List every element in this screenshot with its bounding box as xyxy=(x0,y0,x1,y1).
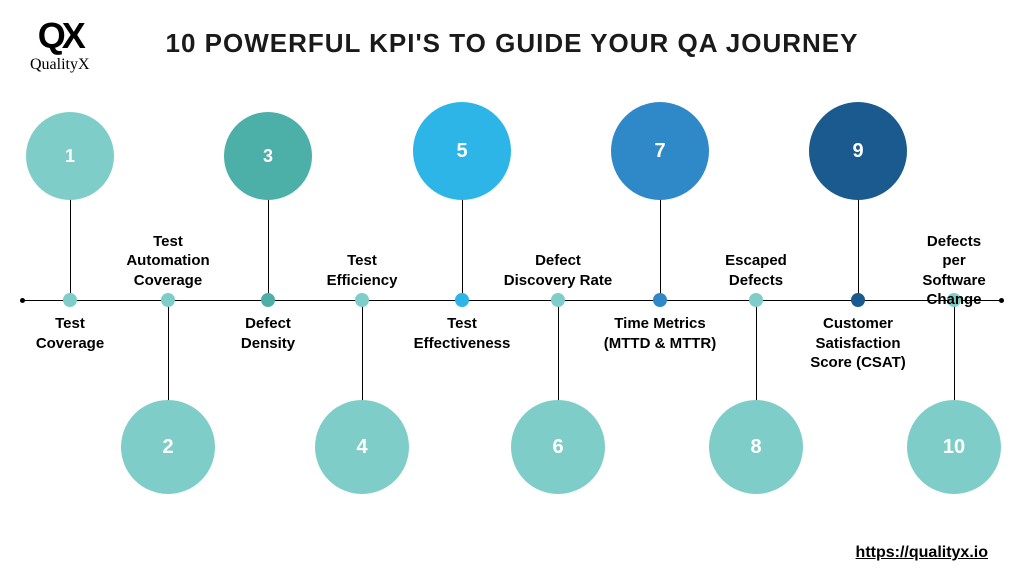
kpi-node: 9 xyxy=(809,102,907,200)
kpi-label: Customer Satisfaction Score (CSAT) xyxy=(810,314,906,373)
kpi-number: 10 xyxy=(943,436,965,459)
kpi-node: 3 xyxy=(224,112,312,200)
kpi-number: 3 xyxy=(263,146,273,167)
kpi-number: 2 xyxy=(162,436,173,459)
kpi-node: 4 xyxy=(315,400,409,494)
kpi-label: Test Coverage xyxy=(36,314,104,353)
kpi-number: 7 xyxy=(654,140,665,163)
page-title: 10 POWERFUL KPI'S TO GUIDE YOUR QA JOURN… xyxy=(0,28,1024,59)
kpi-label: Time Metrics (MTTD & MTTR) xyxy=(604,314,716,353)
axis-dot xyxy=(653,293,667,307)
kpi-number: 1 xyxy=(65,146,75,167)
kpi-label: Test Effectiveness xyxy=(414,314,511,353)
kpi-label: Escaped Defects xyxy=(725,251,787,290)
kpi-number: 9 xyxy=(852,140,863,163)
kpi-number: 5 xyxy=(456,140,467,163)
kpi-number: 4 xyxy=(356,436,367,459)
axis-dot xyxy=(355,293,369,307)
kpi-number: 6 xyxy=(552,436,563,459)
axis-dot xyxy=(161,293,175,307)
kpi-node: 1 xyxy=(26,112,114,200)
axis-dot xyxy=(749,293,763,307)
kpi-label: Defect Discovery Rate xyxy=(504,251,612,290)
kpi-node: 5 xyxy=(413,102,511,200)
kpi-node: 7 xyxy=(611,102,709,200)
kpi-label: Defects per Software Change xyxy=(919,232,989,310)
kpi-node: 2 xyxy=(121,400,215,494)
kpi-label: Defect Density xyxy=(241,314,295,353)
kpi-number: 8 xyxy=(750,436,761,459)
axis-dot xyxy=(63,293,77,307)
axis-dot xyxy=(455,293,469,307)
axis-dot xyxy=(551,293,565,307)
kpi-node: 6 xyxy=(511,400,605,494)
axis-dot xyxy=(261,293,275,307)
kpi-label: Test Efficiency xyxy=(327,251,398,290)
axis-dot xyxy=(851,293,865,307)
kpi-node: 8 xyxy=(709,400,803,494)
kpi-label: Test Automation Coverage xyxy=(126,232,209,291)
kpi-node: 10 xyxy=(907,400,1001,494)
footer-url: https://qualityx.io xyxy=(856,544,988,562)
